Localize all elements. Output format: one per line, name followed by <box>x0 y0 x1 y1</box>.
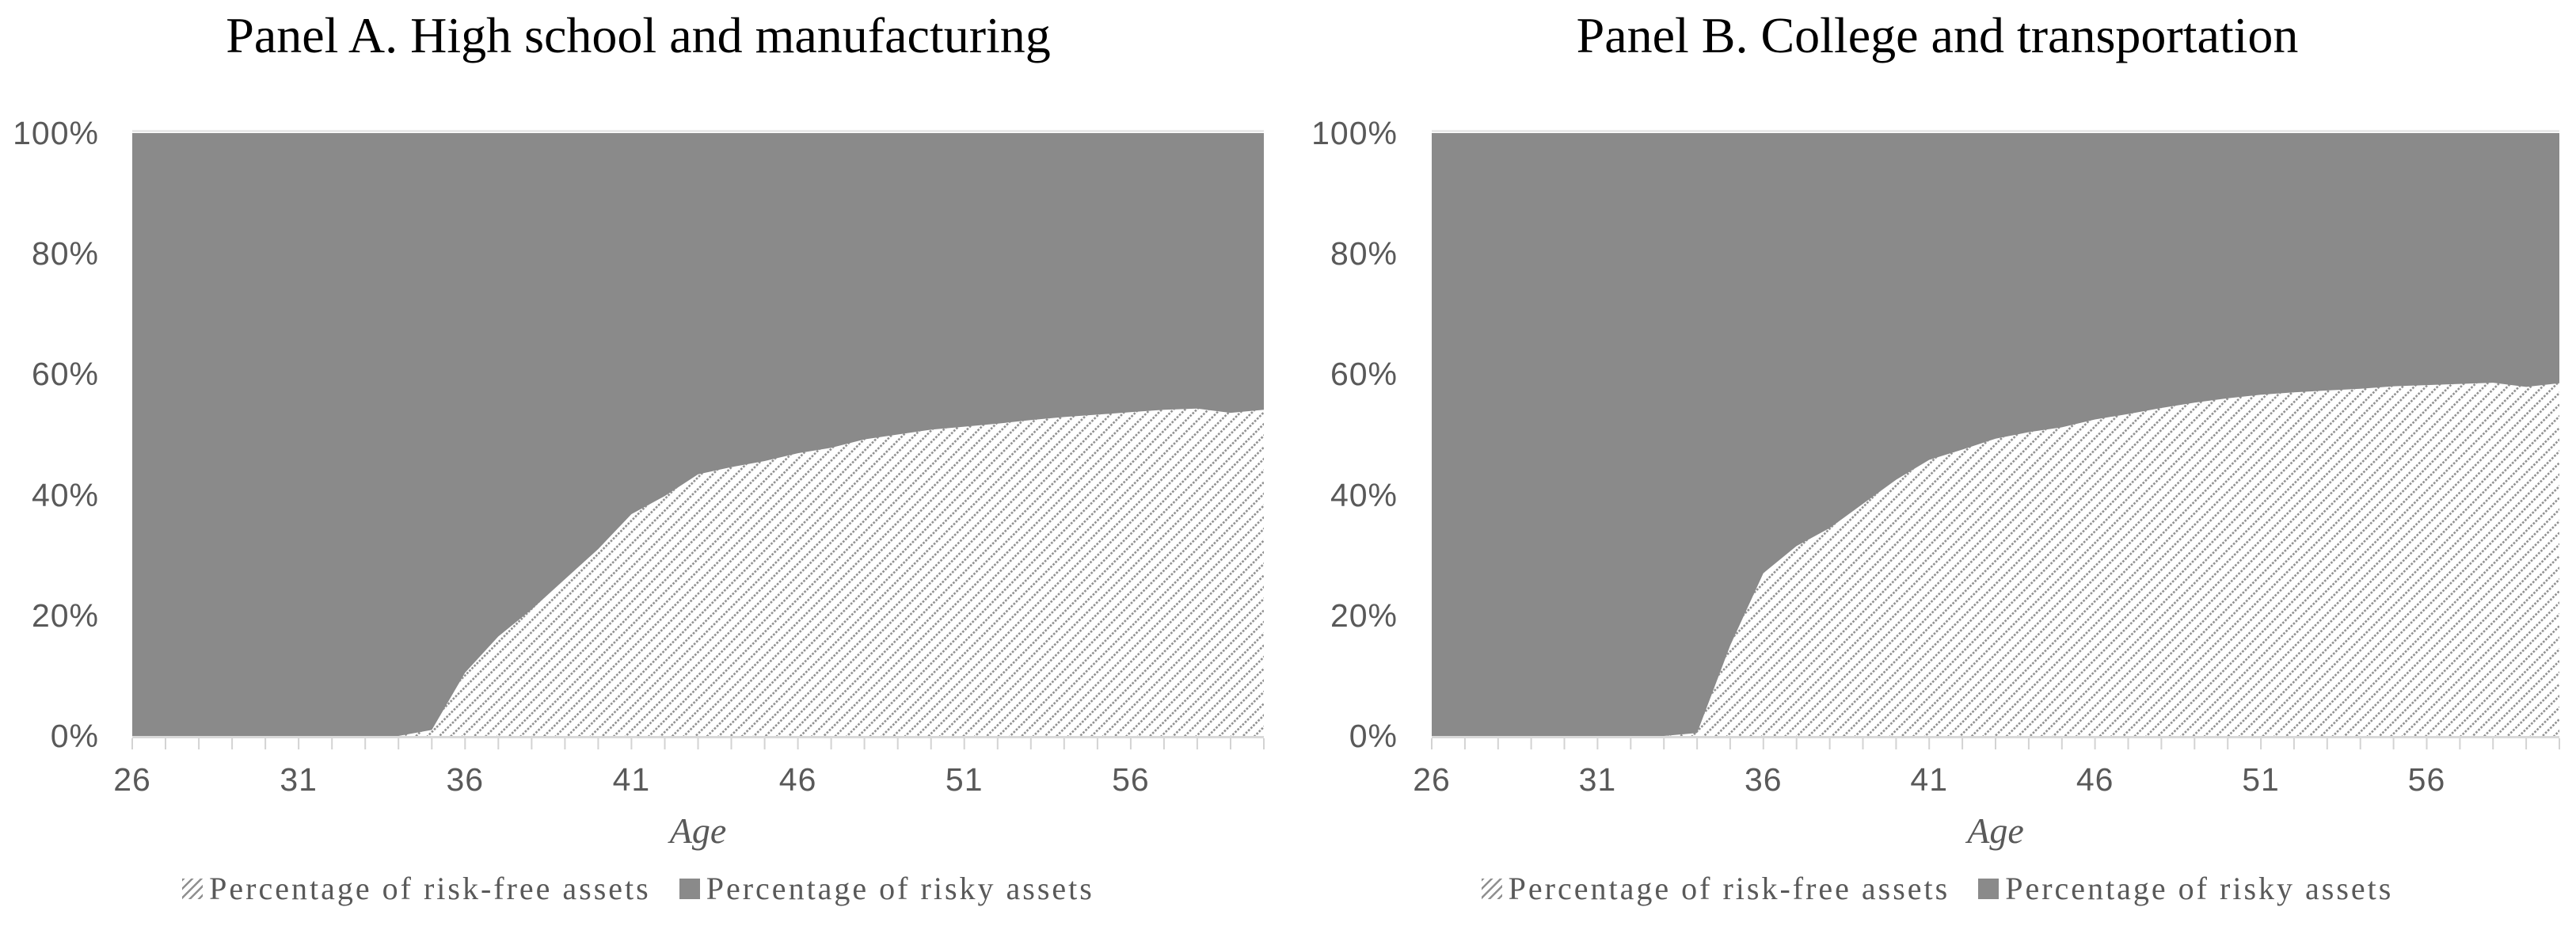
legend-item-risky: Percentage of risky assets <box>1978 870 2393 907</box>
stacked-area-chart <box>131 130 1265 749</box>
y-tick-label: 100% <box>13 115 99 151</box>
x-tick-label: 46 <box>778 761 817 798</box>
x-tick-label: 51 <box>2242 761 2280 798</box>
legend-label-risky: Percentage of risky assets <box>2005 871 2394 906</box>
panel-b-title: Panel B. College and transportation <box>1576 7 2299 63</box>
x-tick-label: 46 <box>2076 761 2114 798</box>
y-tick-label: 0% <box>50 718 99 754</box>
y-tick-label: 20% <box>31 597 99 634</box>
hatch-swatch-icon <box>1481 878 1502 899</box>
legend-label-risk-free: Percentage of risk-free assets <box>209 871 651 906</box>
panel-a-legend: Percentage of risk-free assets Percentag… <box>0 870 1277 907</box>
y-tick-label: 40% <box>31 476 99 513</box>
x-tick-label: 36 <box>446 761 485 798</box>
legend-label-risk-free: Percentage of risk-free assets <box>1508 871 1950 906</box>
x-tick-label: 26 <box>1413 761 1451 798</box>
y-tick-label: 60% <box>31 356 99 393</box>
y-tick-label: 20% <box>1330 597 1398 634</box>
x-tick-label: 36 <box>1745 761 1783 798</box>
panel-b-y-axis: 0% 20% 40% 60% 80% 100% <box>1299 0 1398 934</box>
x-tick-label: 31 <box>280 761 318 798</box>
x-tick-label: 26 <box>113 761 151 798</box>
y-tick-label: 100% <box>1311 115 1398 151</box>
risk-free-assets-area <box>1432 383 2559 736</box>
y-tick-label: 0% <box>1349 718 1398 754</box>
panel-b-x-axis-label: Age <box>1967 810 2024 851</box>
solid-swatch-icon <box>679 878 700 899</box>
hatch-swatch-icon <box>182 878 204 899</box>
panel-a: Panel A. High school and manufacturing 0… <box>0 0 1277 934</box>
legend-item-risky: Percentage of risky assets <box>679 870 1094 907</box>
legend-item-risk-free: Percentage of risk-free assets <box>1481 870 1950 907</box>
legend-item-risk-free: Percentage of risk-free assets <box>182 870 651 907</box>
panel-b-legend: Percentage of risk-free assets Percentag… <box>1299 870 2576 907</box>
y-tick-label: 80% <box>1330 235 1398 273</box>
stacked-area-chart <box>1431 130 2560 749</box>
x-tick-label: 51 <box>945 761 984 798</box>
panel-a-y-axis: 0% 20% 40% 60% 80% 100% <box>0 0 99 934</box>
risk-free-assets-area <box>132 408 1264 736</box>
legend-label-risky: Percentage of risky assets <box>706 871 1094 906</box>
y-tick-label: 40% <box>1330 476 1398 513</box>
x-tick-label: 56 <box>1112 761 1150 798</box>
y-tick-label: 60% <box>1330 356 1398 393</box>
panel-a-x-axis-label: Age <box>669 810 727 851</box>
x-tick-label: 41 <box>612 761 651 798</box>
x-tick-label: 41 <box>1910 761 1949 798</box>
x-tick-label: 56 <box>2407 761 2446 798</box>
panel-b: Panel B. College and transportation 0% 20… <box>1299 0 2576 934</box>
solid-swatch-icon <box>1978 878 2000 899</box>
y-tick-label: 80% <box>31 235 99 273</box>
x-tick-label: 31 <box>1578 761 1617 798</box>
panel-a-title: Panel A. High school and manufacturing <box>226 7 1051 63</box>
